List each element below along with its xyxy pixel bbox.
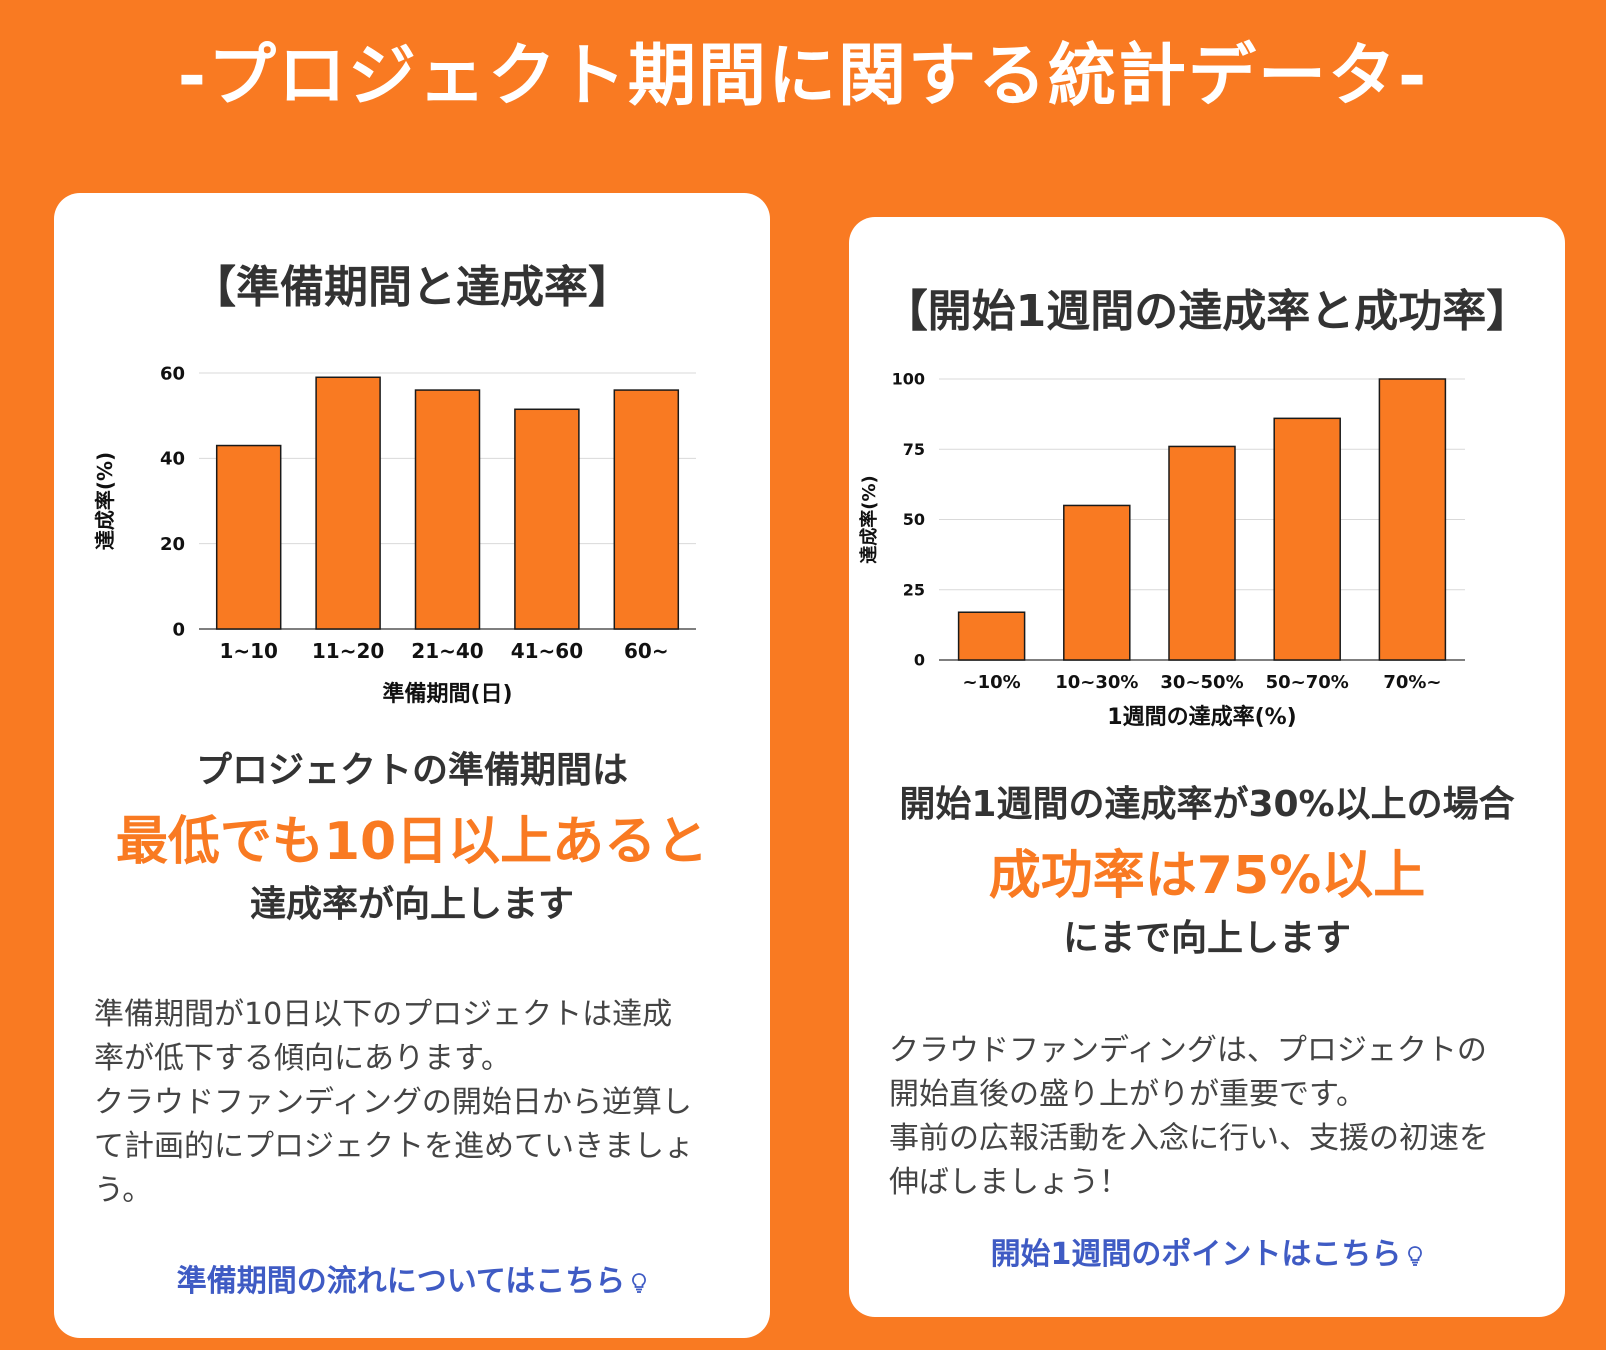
x-axis-label: 準備期間(日) [382,681,512,707]
bar [414,389,481,630]
first-week-points-link[interactable]: 開始1週間のポイントはこちら [849,1229,1565,1273]
y-tick-label: 25 [903,580,925,599]
y-tick-label: 0 [172,619,185,640]
y-tick-label: 50 [903,510,925,529]
bar-chart-preparation: 0 20 40 60 1~10 11~20 21~40 41~60 60~ 準備期間(日) 達成率(… [93,363,696,707]
page-title: -プロジェクト期間に関する統計データ- [177,37,1429,116]
y-tick-label: 100 [892,370,925,389]
lightbulb-icon [632,1273,647,1293]
bar [1063,504,1131,661]
y-axis-label: 達成率(%) [93,452,117,550]
link-label[interactable]: 準備期間の流れについてはこちら [176,1264,626,1299]
x-tick-label: 21~40 [411,639,483,663]
description-text: クラウドファンディングは、プロジェクトの 開始直後の盛り上がりが重要です。 事前… [889,1033,1489,1200]
y-tick-label: 60 [160,363,185,384]
x-tick-label: 41~60 [511,639,583,663]
bar [315,376,381,630]
card-title: 【準備期間と達成率】 [192,262,632,313]
x-tick-label: 10~30% [1055,672,1138,693]
x-tick-label: 30~50% [1160,672,1243,693]
x-tick-label: 11~20 [312,639,384,663]
y-tick-label: 20 [160,534,185,555]
bar [1168,445,1236,661]
bar [1273,417,1341,661]
summary-highlight: 成功率は75%以上 [988,846,1426,906]
preparation-flow-link[interactable]: 準備期間の流れについてはこちら [54,1256,770,1300]
bar [1378,378,1447,661]
x-tick-label: 1~10 [219,639,278,663]
x-tick-label: 70%~ [1383,672,1441,693]
link-label[interactable]: 開始1週間のポイントはこちら [990,1237,1402,1272]
card-title: 【開始1週間の達成率と成功率】 [883,286,1531,337]
y-axis-label: 達成率(%) [858,475,880,564]
x-tick-label: 50~70% [1266,672,1349,693]
bar [957,611,1026,661]
x-axis-label: 1週間の達成率(%) [1107,704,1296,730]
y-tick-label: 40 [160,449,185,470]
summary-trail: にまで向上します [1062,918,1351,959]
x-tick-label: 60~ [624,639,669,663]
summary-lead: 開始1週間の達成率が30%以上の場合 [899,784,1515,825]
summary-trail: 達成率が向上します [249,884,574,925]
lightbulb-icon [1408,1246,1423,1266]
bar-chart-first-week: 0 25 50 75 100 ~10% 10~30% 30~50% 50~70% 70%~ 1週間の… [858,370,1465,730]
y-tick-label: 75 [903,440,925,459]
description-text: 準備期間が10日以下のプロジェクトは達成 率が低下する傾向にあります。 クラウド… [94,997,694,1208]
stats-card-preparation: 【準備期間と達成率】 0 20 40 60 1~10 11~20 21~40 41~60 60~… [54,193,770,1338]
summary-highlight: 最低でも10日以上あると [115,812,709,872]
bar [514,408,580,630]
bar [613,389,680,630]
stats-card-first-week: 【開始1週間の達成率と成功率】 0 25 50 75 100 ~10% 10~30% 30~5… [849,217,1565,1317]
summary-lead: プロジェクトの準備期間は [195,750,628,791]
x-tick-label: ~10% [963,672,1021,693]
bar [215,444,282,630]
y-tick-label: 0 [914,651,925,670]
